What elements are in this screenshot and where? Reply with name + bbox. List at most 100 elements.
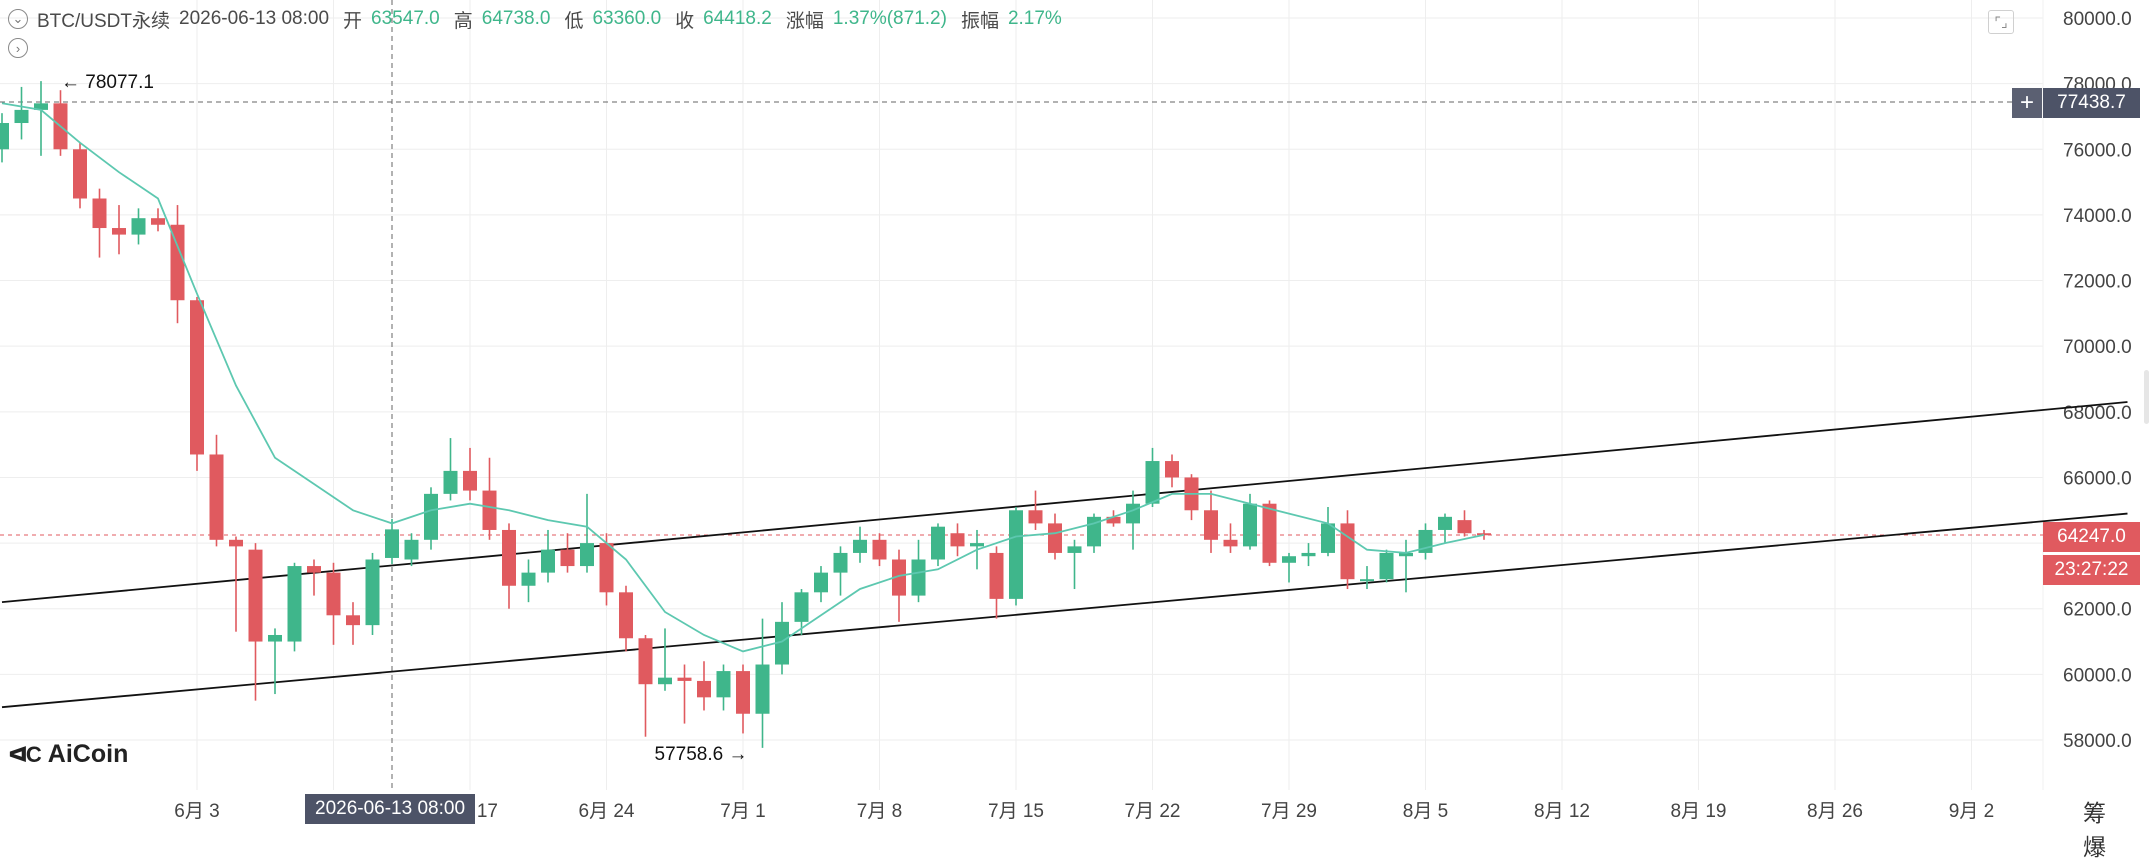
candle-body xyxy=(73,149,87,199)
chevron-down-icon[interactable]: ⌄ xyxy=(8,9,28,29)
candle-body xyxy=(755,664,770,714)
low-value: 63360.0 xyxy=(592,8,662,29)
open-label: 开 xyxy=(343,10,363,32)
candle-body xyxy=(1204,510,1218,540)
candle-body xyxy=(1477,533,1491,536)
candle-body xyxy=(580,543,594,567)
candle-body xyxy=(346,615,360,626)
open-value: 63547.0 xyxy=(371,8,440,29)
candle-body xyxy=(190,300,204,455)
candle-body xyxy=(326,572,341,616)
y-tick-label: 76000.0 xyxy=(2063,140,2132,161)
y-tick-label: 72000.0 xyxy=(2063,272,2132,293)
candle-body xyxy=(112,228,126,235)
candle-body xyxy=(794,592,809,622)
channel-trendline xyxy=(1,401,2128,604)
candle-body xyxy=(385,529,399,558)
candle-body xyxy=(1028,510,1043,524)
y-tick-label: 66000.0 xyxy=(2063,468,2132,489)
candle-body xyxy=(892,559,906,596)
candle-body xyxy=(638,638,653,685)
x-tick-label: 9月 2 xyxy=(1949,801,1994,822)
x-tick-label: 6月 3 xyxy=(174,801,219,822)
high-label: 高 xyxy=(453,10,473,32)
plus-icon[interactable]: + xyxy=(2012,88,2042,118)
logo-mark: ᐊC xyxy=(8,741,42,767)
y-tick-label: 70000.0 xyxy=(2063,337,2132,358)
aicoin-logo: ᐊC AiCoin xyxy=(8,740,128,769)
candle-body xyxy=(170,224,185,301)
candle-body xyxy=(1301,552,1316,557)
last-price-tag: 64247.0 xyxy=(2043,522,2140,552)
ohlc-info-bar: ⌄ BTC/USDT永续 2026-06-13 08:00 开 63547.0 … xyxy=(8,6,1076,32)
candle-body xyxy=(424,493,438,540)
candle-body xyxy=(1457,520,1472,534)
change-label: 涨幅 xyxy=(785,10,824,32)
candle-body xyxy=(853,539,867,553)
close-label: 收 xyxy=(675,10,695,32)
candle-body xyxy=(1262,503,1277,563)
logo-text: AiCoin xyxy=(47,740,129,768)
candle-body xyxy=(1243,503,1257,547)
x-tick-label: 8月 26 xyxy=(1807,801,1863,822)
candle-body xyxy=(1223,539,1238,547)
fullscreen-icon[interactable]: ⌜⌟ xyxy=(1988,10,2014,34)
candlestick-chart[interactable]: 58000.060000.062000.064000.066000.068000… xyxy=(0,0,2149,828)
x-tick-label: 8月 5 xyxy=(1403,801,1448,822)
candle-body xyxy=(268,634,282,642)
symbol-label: BTC/USDT永续 xyxy=(37,10,171,32)
candle-body xyxy=(560,549,575,567)
amplitude-value: 2.17% xyxy=(1007,8,1062,29)
candle-body xyxy=(1145,461,1160,504)
candle-body xyxy=(833,552,848,573)
y-tick-label: 80000.0 xyxy=(2063,9,2132,30)
candle-body xyxy=(1282,556,1296,563)
candle-body xyxy=(0,123,9,150)
candle-body xyxy=(1399,552,1413,557)
moving-average-line xyxy=(1,102,1485,653)
y-tick-label: 60000.0 xyxy=(2063,665,2132,686)
x-tick-label: 7月 22 xyxy=(1125,801,1181,822)
candle-body xyxy=(931,526,945,560)
price-scale-handle[interactable] xyxy=(2144,370,2149,424)
datetime-label: 2026-06-13 08:00 xyxy=(179,8,330,29)
candle-body xyxy=(970,543,984,547)
candle-body xyxy=(92,198,107,229)
candle-body xyxy=(1360,579,1374,582)
candle-body xyxy=(736,671,750,714)
candle-body xyxy=(151,218,165,225)
candle-body xyxy=(541,549,555,573)
high-marker-label: ← 78077.1 xyxy=(61,72,154,93)
chevron-right-icon[interactable]: › xyxy=(8,38,28,58)
y-tick-label: 74000.0 xyxy=(2063,206,2132,227)
x-tick-label: 7月 8 xyxy=(857,801,902,822)
candle-body xyxy=(989,552,1004,599)
candle-body xyxy=(209,454,224,540)
bottom-tool-icons[interactable]: 筹 爆 xyxy=(2083,800,2120,860)
candle-body xyxy=(1379,552,1394,580)
candle-body xyxy=(872,539,887,560)
candle-body xyxy=(950,533,965,547)
candle-body xyxy=(775,621,789,665)
candle-body xyxy=(229,539,243,547)
candle-body xyxy=(502,529,516,586)
candle-body xyxy=(521,572,536,586)
x-tick-label: 7月 1 xyxy=(720,801,765,822)
x-tick-label: 8月 19 xyxy=(1671,801,1727,822)
change-value: 1.37%(871.2) xyxy=(832,8,947,29)
candle-body xyxy=(404,539,419,560)
candle-body xyxy=(814,572,828,593)
candle-body xyxy=(287,566,302,642)
candle-body xyxy=(1009,510,1023,599)
candle-body xyxy=(619,592,633,639)
candle-body xyxy=(658,677,672,685)
candle-body xyxy=(1067,546,1082,553)
candle-body xyxy=(1165,461,1179,478)
low-label: 低 xyxy=(564,10,584,32)
candle-body xyxy=(482,490,497,530)
candle-body xyxy=(697,680,711,698)
candle-body xyxy=(34,103,48,110)
x-tick-label: 7月 29 xyxy=(1261,801,1317,822)
x-tick-label: 7月 15 xyxy=(988,801,1044,822)
y-tick-label: 68000.0 xyxy=(2063,403,2132,424)
